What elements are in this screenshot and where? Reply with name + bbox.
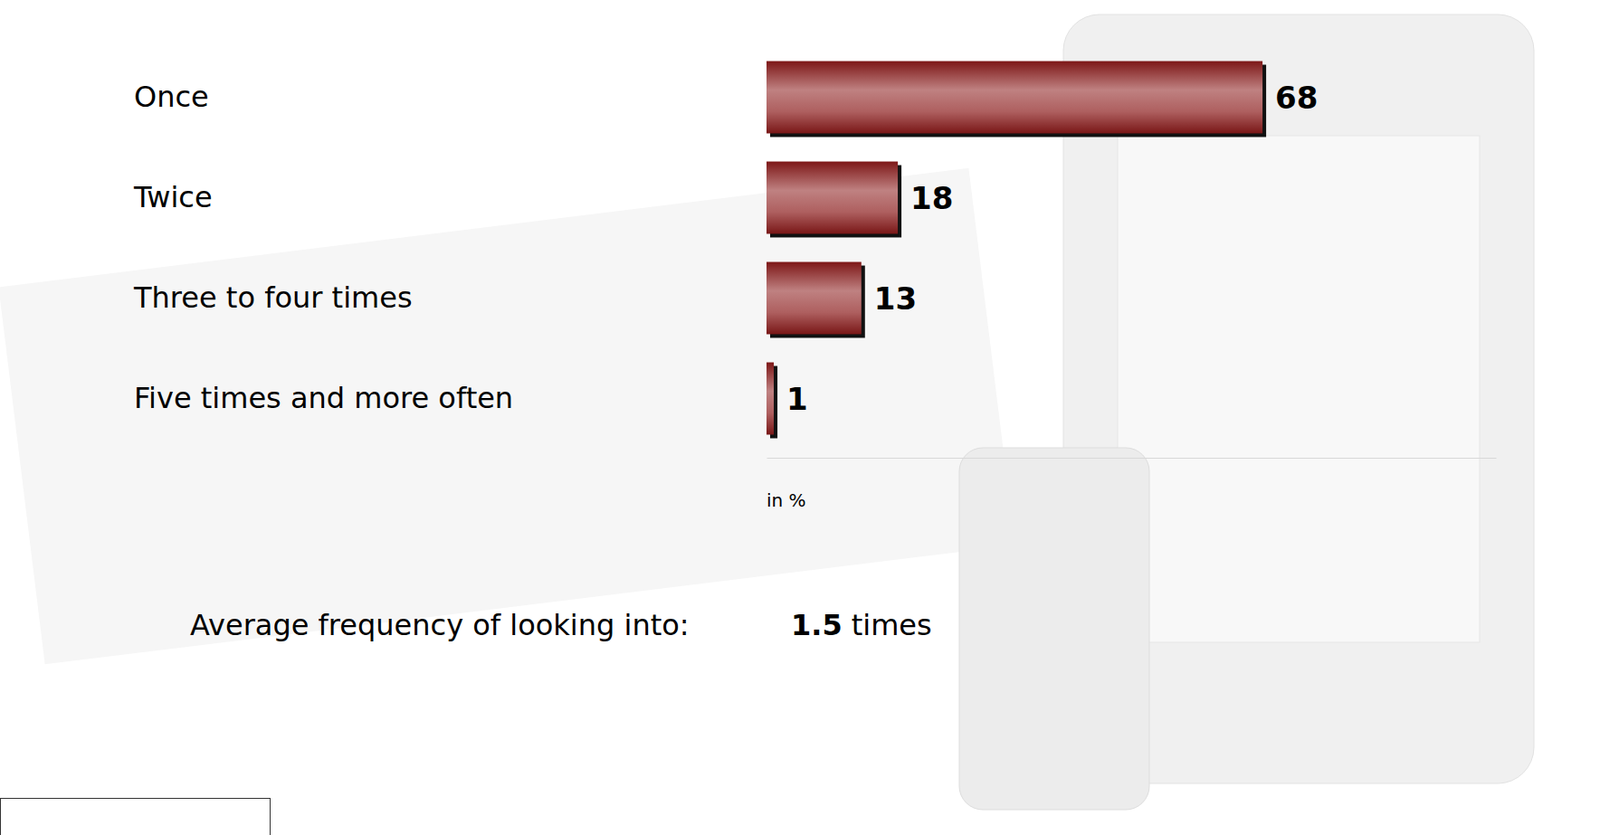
data-label: 18 [910,180,953,217]
y-tick: Twice [133,180,767,215]
bar [766,161,898,235]
x-axis [767,457,1497,459]
unit-note: in % [766,489,807,512]
data-labels: 68 18 13 1 [786,79,1318,418]
bar [766,61,1263,134]
data-label: 13 [874,280,917,317]
frame-box [0,799,271,835]
category-label: Twice [133,180,213,215]
x-axis-line [767,457,1497,459]
bar [766,262,862,335]
y-tick: Once [133,79,767,115]
average-unit: times [851,608,933,643]
y-tick: Three to four times [133,280,767,315]
background [0,14,1534,835]
chart: Once Twice Three to four times Five times a… [0,0,1600,835]
y-axis: Once Twice Three to four times Five times a… [133,79,767,416]
newspaper-shape [0,168,1016,665]
phone-shape [959,447,1150,810]
average-value: 1.5 [790,608,843,643]
category-label: Once [133,79,210,115]
average-label: Average frequency of looking into: [190,608,690,643]
data-label: 68 [1275,79,1318,116]
category-label: Five times and more often [133,380,514,416]
data-label: 1 [786,380,809,418]
bar [766,362,774,436]
y-tick: Five times and more often [133,380,767,416]
tablet-screen [1117,135,1480,643]
bars [766,61,1267,439]
category-label: Three to four times [133,280,413,315]
